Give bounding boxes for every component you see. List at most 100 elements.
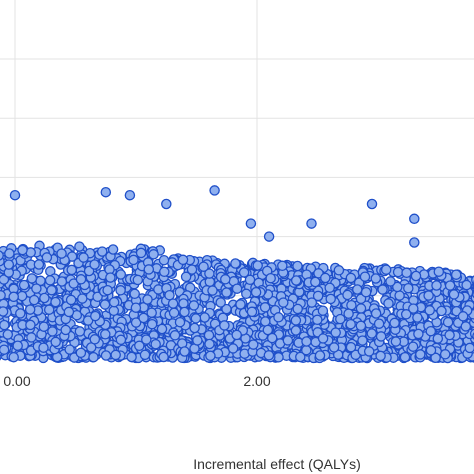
data-point — [399, 351, 411, 363]
data-point — [413, 328, 424, 340]
data-point — [115, 269, 127, 280]
x-axis-title: Incremental effect (QALYs) — [193, 456, 361, 472]
data-point — [130, 302, 142, 313]
data-point — [205, 350, 216, 362]
data-point — [317, 333, 329, 344]
data-point — [64, 344, 75, 355]
data-point — [410, 270, 422, 282]
data-point — [102, 284, 113, 296]
data-point — [407, 341, 419, 352]
data-point — [363, 346, 375, 357]
data-point — [375, 331, 387, 342]
data-point — [460, 321, 472, 332]
data-point — [461, 279, 472, 291]
data-point — [192, 335, 203, 346]
data-point — [0, 290, 6, 301]
data-point — [190, 313, 202, 324]
data-point — [9, 189, 21, 201]
data-point — [180, 271, 192, 283]
data-point — [320, 272, 331, 284]
data-point — [107, 244, 119, 255]
data-point — [394, 290, 405, 301]
data-point — [231, 283, 243, 294]
data-point — [333, 265, 345, 276]
data-point — [25, 319, 36, 331]
data-point — [41, 252, 53, 263]
data-point — [290, 275, 302, 286]
data-point — [244, 274, 256, 286]
data-point — [415, 349, 426, 360]
data-point — [292, 260, 303, 272]
data-point — [88, 351, 99, 363]
data-point — [408, 303, 419, 314]
data-point — [342, 289, 353, 301]
data-point — [248, 339, 259, 350]
data-point — [241, 288, 252, 300]
data-point — [110, 349, 121, 361]
data-point — [238, 267, 250, 278]
data-point — [89, 334, 101, 345]
data-point — [74, 241, 85, 252]
data-point — [12, 340, 23, 351]
data-point — [148, 249, 159, 260]
data-point — [221, 303, 232, 315]
data-point — [26, 273, 38, 284]
x-tick-label: 2.00 — [243, 373, 270, 389]
data-point — [65, 294, 77, 306]
data-point — [77, 293, 88, 304]
data-point — [203, 329, 215, 341]
data-point — [75, 274, 87, 285]
data-point — [108, 305, 120, 317]
x-tick-label: 0.00 — [3, 373, 30, 389]
data-point — [355, 320, 367, 332]
data-point — [450, 269, 462, 280]
data-point — [39, 292, 50, 304]
data-point — [132, 274, 144, 286]
data-point — [4, 248, 15, 259]
data-point — [290, 315, 302, 326]
data-point — [128, 254, 139, 266]
data-point — [366, 198, 378, 210]
data-point — [345, 318, 356, 330]
data-point — [146, 318, 158, 330]
data-point — [89, 259, 100, 270]
data-point — [56, 248, 67, 259]
data-point — [346, 299, 357, 311]
data-point — [43, 304, 55, 315]
data-point — [204, 268, 215, 279]
data-point — [423, 290, 434, 301]
data-point — [169, 330, 181, 341]
data-point — [156, 323, 168, 335]
data-point — [215, 297, 226, 308]
data-point — [100, 329, 111, 340]
data-point — [392, 266, 404, 278]
data-point — [306, 297, 318, 308]
data-point — [345, 272, 357, 284]
data-point — [115, 334, 127, 346]
data-point — [96, 246, 108, 257]
data-point — [385, 276, 396, 287]
data-point — [126, 351, 137, 363]
data-point — [430, 352, 441, 364]
data-point — [60, 324, 71, 336]
data-point — [432, 333, 444, 344]
data-point — [231, 329, 242, 341]
data-point — [50, 296, 61, 308]
data-point — [444, 280, 456, 291]
data-point — [425, 325, 437, 337]
data-point — [0, 250, 4, 261]
data-point — [227, 343, 239, 354]
data-point — [439, 349, 451, 360]
data-point — [115, 285, 126, 296]
data-point — [139, 349, 151, 361]
data-point — [335, 313, 346, 325]
data-point — [134, 340, 145, 352]
data-point — [230, 258, 241, 269]
data-point — [370, 273, 382, 284]
data-point — [424, 305, 435, 316]
data-point — [138, 312, 149, 324]
data-point — [442, 316, 454, 328]
data-point — [433, 266, 445, 277]
data-point — [263, 231, 275, 242]
